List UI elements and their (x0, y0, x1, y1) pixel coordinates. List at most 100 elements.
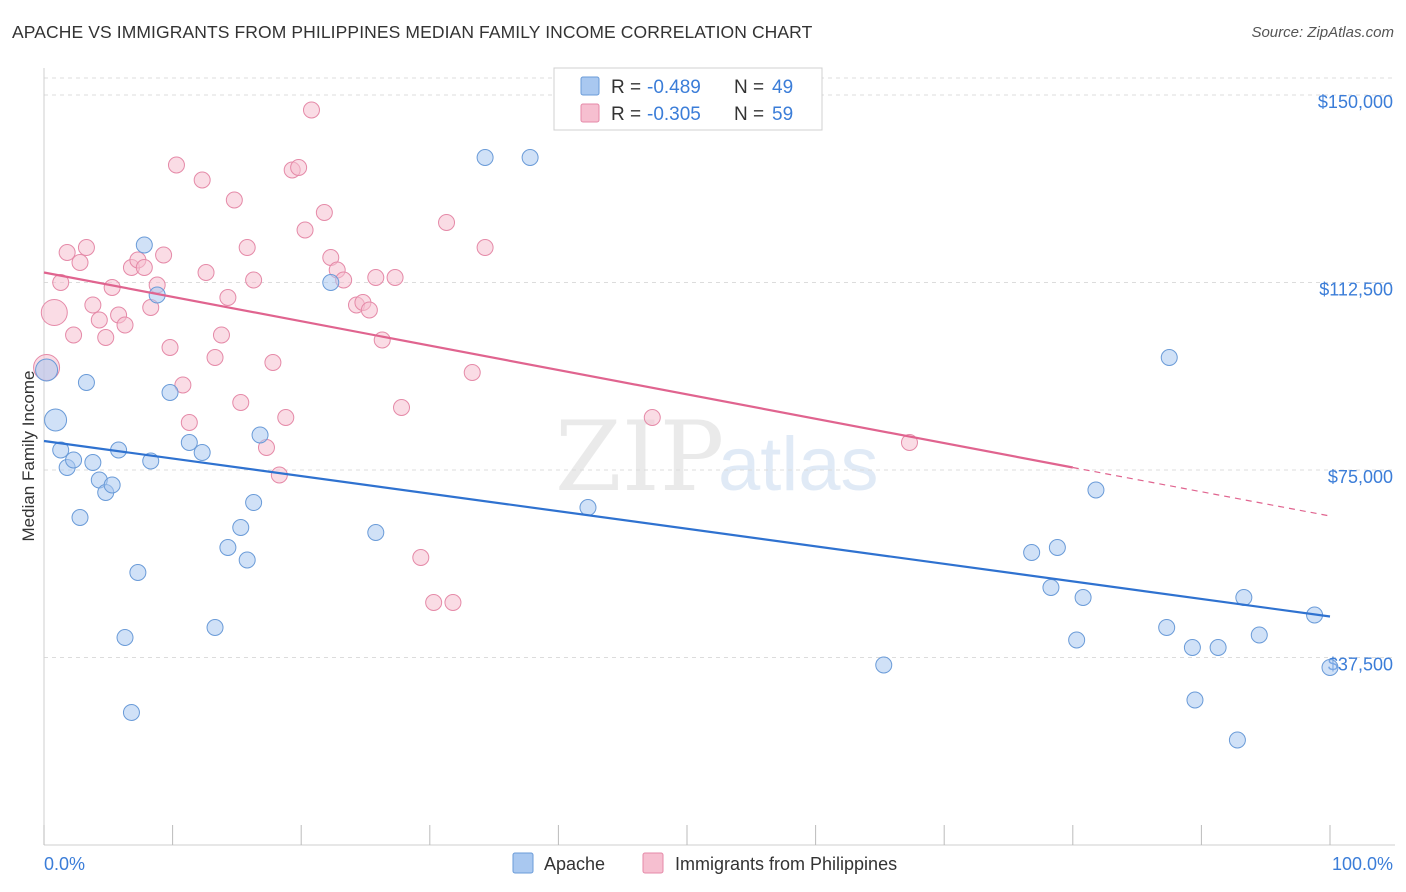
apache-point (1209, 639, 1227, 656)
apache-point (245, 494, 263, 511)
phil-point (90, 311, 108, 329)
apache-point (251, 426, 269, 444)
phil-point (84, 296, 102, 314)
phil-point (264, 354, 282, 371)
y-tick-label-0: $37,500 (1328, 655, 1393, 675)
phil-point (367, 269, 385, 286)
phil-point (65, 326, 83, 344)
apache-point (129, 564, 147, 581)
phil-point (444, 594, 462, 611)
legend-apache-n-value: 49 (772, 77, 793, 98)
phil-point (270, 466, 288, 484)
apache-point (1160, 349, 1178, 366)
legend-apache-n-label: N = (734, 77, 764, 98)
apache-point (232, 519, 250, 536)
phil-point (52, 274, 70, 291)
phil-point (643, 409, 661, 426)
apache-point (122, 704, 140, 721)
legend-phil-n-value: 59 (772, 104, 793, 125)
apache-point (161, 384, 179, 401)
phil-point (277, 409, 295, 426)
phil-point (476, 239, 494, 256)
phil-point (412, 549, 430, 566)
bottom-legend-swatch-apache (512, 852, 534, 874)
phil-point (393, 399, 411, 416)
phil-point (232, 394, 250, 411)
phil-point (296, 221, 314, 239)
bottom-legend-philippines: Immigrants from Philippines (675, 854, 897, 874)
apache-point (875, 656, 893, 674)
phil-point (174, 376, 192, 394)
y-tick-labels: $37,500 $75,000 $112,500 $150,000 (1318, 92, 1393, 675)
apache-point (1321, 659, 1339, 676)
phil-point (212, 326, 230, 344)
phil-point (180, 414, 198, 431)
phil-point (315, 204, 333, 221)
phil-point (167, 156, 185, 174)
legend-swatch-apache (580, 76, 600, 96)
phil-trend-line-extension (1072, 466, 1331, 517)
phil-point (463, 364, 481, 381)
apache-trend-line (43, 439, 1331, 618)
apache-point (1158, 619, 1176, 636)
x-tick-label-max: 100.0% (1332, 854, 1393, 874)
phil-point (58, 244, 76, 261)
phil-point (425, 594, 443, 611)
phil-point (245, 271, 263, 289)
apache-point (322, 274, 340, 291)
legend-phil-r-label: R = (611, 104, 641, 125)
series-legend: Apache Immigrants from Philippines (512, 852, 897, 874)
phil-point (225, 191, 243, 209)
series-apache-points (35, 149, 1339, 749)
apache-point (1087, 481, 1105, 499)
phil-point (373, 331, 391, 349)
apache-point (180, 434, 198, 451)
apache-point (1068, 631, 1086, 649)
phil-point (77, 239, 95, 256)
apache-point (579, 499, 597, 516)
phil-point (193, 171, 211, 189)
phil-point (219, 289, 237, 306)
apache-point (206, 619, 224, 636)
y-tick-label-3: $150,000 (1318, 92, 1393, 112)
apache-point (84, 454, 102, 471)
watermark: ZIP atlas (555, 401, 879, 513)
phil-point (290, 159, 308, 176)
legend-swatch-philippines (580, 103, 600, 123)
phil-point (71, 254, 89, 271)
phil-point (302, 101, 320, 119)
trend-lines (43, 271, 1331, 618)
apache-point (116, 629, 134, 646)
apache-point (135, 236, 153, 254)
y-axis-label: Median Family Income (19, 370, 38, 541)
phil-point (116, 316, 134, 334)
phil-point (206, 349, 224, 366)
apache-point (193, 444, 211, 461)
legend-apache-r-value: -0.489 (647, 77, 701, 98)
correlation-legend: R = -0.489 N = 49 R = -0.305 N = 59 (553, 67, 823, 131)
apache-point (1228, 731, 1246, 749)
apache-point (1048, 539, 1066, 556)
apache-point (35, 358, 59, 382)
legend-phil-r-value: -0.305 (647, 104, 701, 125)
apache-point (77, 374, 95, 391)
phil-point (161, 339, 179, 356)
series-philippines-points (33, 101, 918, 611)
apache-point (521, 149, 539, 166)
apache-point (52, 441, 70, 459)
phil-point (360, 301, 378, 319)
phil-point (135, 259, 153, 276)
apache-point (367, 524, 385, 541)
apache-point (71, 509, 89, 526)
phil-point (438, 214, 456, 231)
apache-point (1183, 639, 1201, 656)
x-ticks (43, 825, 1331, 845)
watermark-zip: ZIP (555, 401, 724, 513)
phil-point (900, 434, 918, 451)
axes (43, 68, 1395, 846)
phil-point (386, 269, 404, 286)
apache-point (1250, 626, 1268, 644)
phil-trend-line (43, 271, 1074, 469)
apache-point (238, 551, 256, 569)
